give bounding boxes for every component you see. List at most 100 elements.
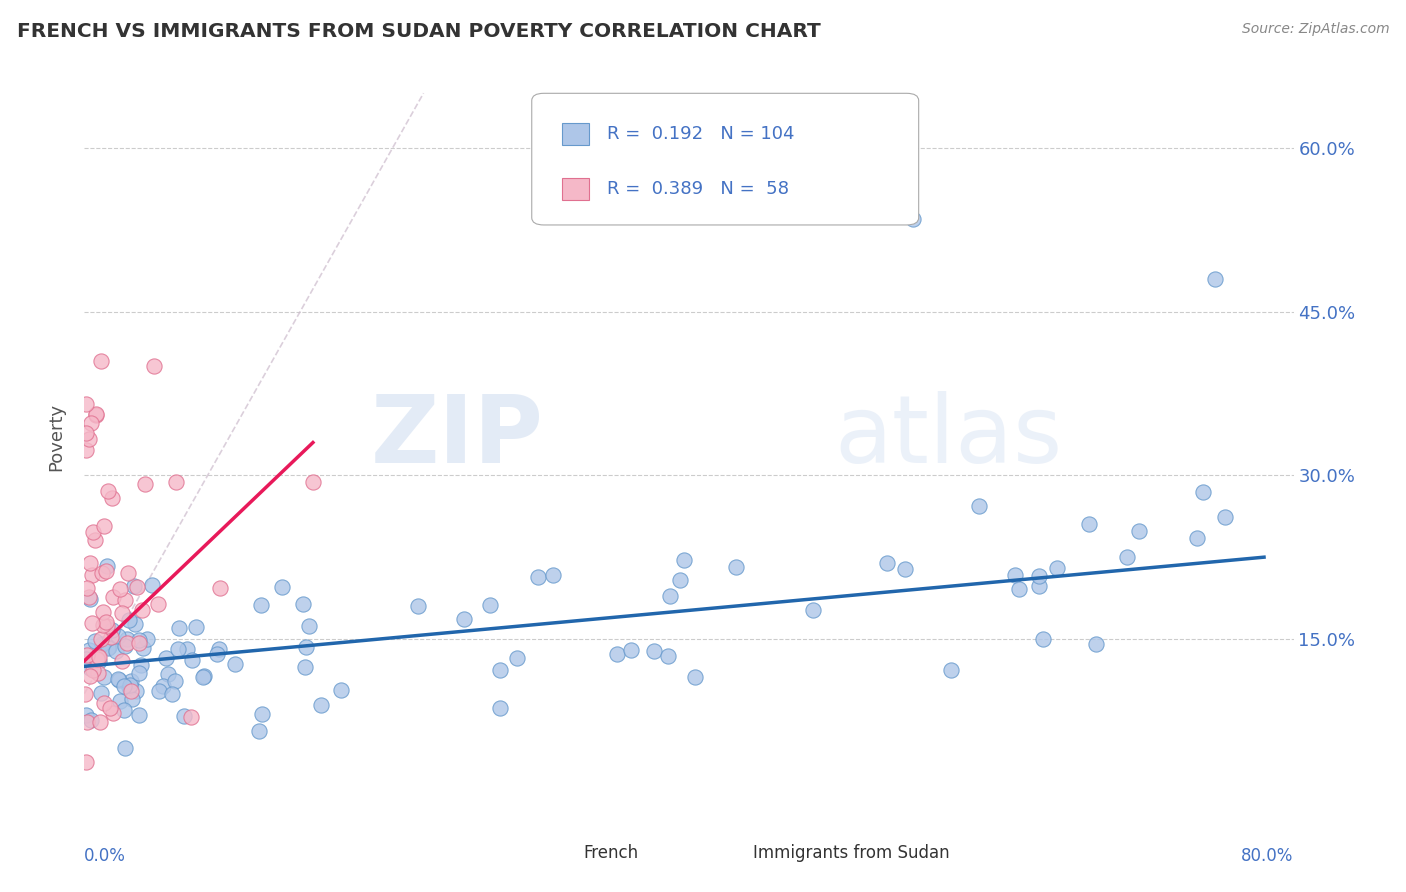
Point — [115, 636, 138, 650]
Point — [77, 590, 100, 604]
Point — [148, 597, 170, 611]
Point — [80, 416, 103, 430]
Point — [101, 590, 124, 604]
Point — [724, 559, 747, 574]
Point — [606, 648, 628, 662]
Point — [93, 518, 115, 533]
Point — [90, 566, 112, 580]
Point — [87, 665, 110, 680]
Point — [97, 641, 120, 656]
Point — [685, 670, 707, 684]
Point — [506, 651, 529, 665]
Point — [82, 525, 104, 540]
Point — [76, 581, 98, 595]
Point — [191, 670, 214, 684]
Point — [90, 632, 112, 647]
Text: ZIP: ZIP — [371, 391, 544, 483]
Point — [669, 574, 692, 588]
Point — [208, 582, 231, 596]
Point — [128, 708, 150, 723]
Point — [294, 640, 316, 655]
Point — [250, 598, 273, 612]
Point — [1204, 272, 1226, 286]
Point — [298, 618, 321, 632]
Point — [101, 706, 124, 720]
Point — [181, 653, 204, 667]
Point — [114, 741, 136, 756]
Point — [75, 652, 97, 666]
Point — [541, 568, 564, 582]
Point — [114, 640, 136, 654]
Point — [84, 533, 107, 548]
Point — [1046, 561, 1069, 575]
Point — [270, 580, 292, 594]
Point — [75, 687, 97, 701]
Point — [94, 564, 117, 578]
Y-axis label: Poverty: Poverty — [48, 403, 66, 471]
Point — [75, 397, 97, 411]
Point — [125, 580, 148, 594]
Text: R =  0.192   N = 104: R = 0.192 N = 104 — [607, 125, 794, 143]
Point — [117, 566, 139, 580]
Point — [114, 593, 136, 607]
Point — [120, 684, 142, 698]
Text: R =  0.389   N =  58: R = 0.389 N = 58 — [607, 180, 789, 198]
Point — [205, 647, 228, 661]
Point — [207, 641, 229, 656]
Point — [98, 701, 121, 715]
Point — [79, 661, 101, 675]
Point — [167, 641, 190, 656]
FancyBboxPatch shape — [531, 94, 918, 225]
Point — [893, 562, 915, 576]
Point — [101, 623, 124, 637]
Point — [657, 648, 679, 663]
Point — [112, 703, 135, 717]
Point — [250, 706, 273, 721]
Point — [124, 684, 146, 698]
FancyBboxPatch shape — [544, 841, 574, 865]
Point — [112, 679, 135, 693]
Point — [330, 683, 353, 698]
Point — [302, 475, 325, 489]
Point — [80, 713, 103, 727]
Point — [967, 499, 990, 513]
Text: French: French — [583, 844, 638, 863]
Point — [105, 644, 128, 658]
Point — [165, 673, 187, 688]
Point — [152, 679, 174, 693]
Point — [79, 642, 101, 657]
Point — [79, 556, 101, 570]
Point — [79, 592, 101, 607]
Point — [87, 654, 110, 668]
Point — [79, 669, 101, 683]
Point — [132, 640, 155, 655]
Point — [91, 606, 114, 620]
Point — [176, 642, 198, 657]
Point — [84, 407, 107, 421]
Point — [75, 425, 97, 440]
Point — [1213, 510, 1236, 524]
Point — [165, 475, 187, 489]
Point — [157, 666, 180, 681]
Point — [1032, 632, 1054, 646]
Point — [903, 211, 925, 226]
Point — [292, 597, 315, 611]
Point — [110, 582, 132, 596]
Point — [479, 598, 502, 612]
Point — [121, 692, 143, 706]
Point — [527, 570, 550, 584]
Point — [180, 710, 202, 724]
Point — [111, 606, 134, 620]
Point — [128, 636, 150, 650]
Point — [93, 696, 115, 710]
Point — [1128, 524, 1150, 538]
Text: FRENCH VS IMMIGRANTS FROM SUDAN POVERTY CORRELATION CHART: FRENCH VS IMMIGRANTS FROM SUDAN POVERTY … — [17, 22, 821, 41]
Point — [1192, 485, 1215, 500]
Point — [184, 620, 207, 634]
Point — [96, 619, 118, 633]
Point — [76, 714, 98, 729]
Point — [118, 613, 141, 627]
Point — [143, 359, 166, 373]
FancyBboxPatch shape — [562, 178, 589, 200]
Point — [82, 615, 104, 630]
